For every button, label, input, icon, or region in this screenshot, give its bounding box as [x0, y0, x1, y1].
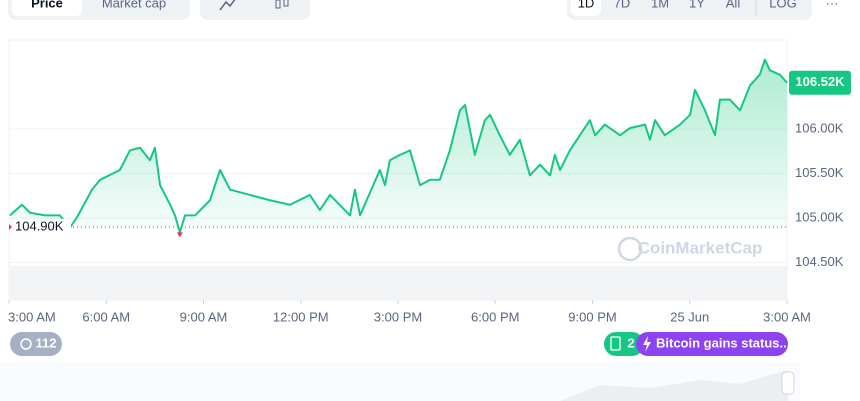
navigator-area [560, 370, 788, 401]
range-group [567, 0, 812, 20]
y-tick-label: 105.50K [795, 165, 844, 180]
bolt-icon [643, 336, 651, 352]
x-tick-label: 6:00 AM [82, 309, 130, 324]
candle-icon[interactable] [275, 0, 281, 9]
tab[interactable]: Market cap [102, 0, 166, 10]
x-tick-label: 9:00 AM [180, 309, 228, 324]
baseline-marker [9, 223, 12, 230]
range-button[interactable]: 1M [651, 0, 669, 10]
line-icon[interactable] [219, 0, 236, 11]
range-button[interactable]: 7D [614, 0, 631, 10]
tab[interactable]: Price [31, 0, 63, 10]
watermark-logo [617, 236, 643, 262]
baseline-label: 104.90K [15, 218, 64, 233]
y-tick-label: 105.00K [795, 210, 844, 225]
y-tick-label: 104.50K [795, 254, 844, 269]
volume-strip [9, 266, 787, 300]
range-button[interactable]: 1Y [689, 0, 705, 10]
price-badge [789, 70, 851, 95]
doc-icon [610, 336, 621, 351]
x-tick-label: 9:00 PM [568, 309, 616, 324]
tab-active[interactable] [12, 0, 82, 16]
x-tick-label: 3:00 AM [763, 309, 811, 324]
x-tick-label: 3:00 PM [374, 309, 422, 324]
low-marker [176, 232, 183, 238]
news-count: 2 [627, 335, 634, 350]
baseline-label-bg [13, 218, 71, 235]
x-tick-label: 3:00 AM [8, 309, 56, 324]
history-count: 112 [36, 335, 57, 350]
history-icon [20, 338, 32, 350]
range-button[interactable]: 1D [578, 0, 595, 10]
history-badge[interactable] [10, 332, 62, 356]
news-title[interactable]: Bitcoin gains status... [656, 335, 790, 350]
more[interactable]: ··· [826, 0, 839, 10]
range-active[interactable] [571, 0, 601, 16]
price-line [9, 58, 788, 234]
chart-type-group [200, 0, 310, 20]
candle-icon[interactable] [283, 0, 289, 7]
news-badge[interactable] [636, 332, 788, 356]
range-button[interactable]: LOG [769, 0, 796, 10]
navigator-handle[interactable] [781, 371, 795, 395]
x-tick-label: 12:00 PM [273, 309, 329, 324]
watermark: CoinMarketCap [638, 238, 763, 257]
range-button[interactable]: All [726, 0, 741, 10]
x-tick-label: 6:00 PM [471, 309, 519, 324]
price-badge-label: 106.52K [795, 74, 845, 89]
x-tick-label: 25 Jun [670, 309, 709, 324]
area-fill [9, 59, 788, 233]
y-tick-label: 106.00K [795, 120, 844, 135]
